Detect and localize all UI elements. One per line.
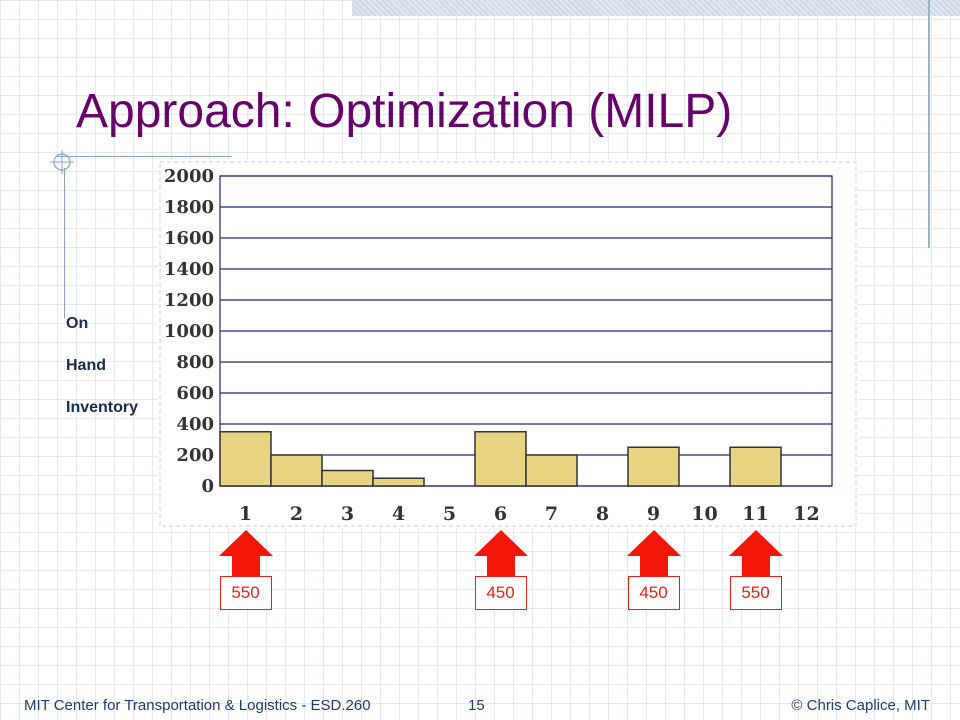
x-tick-label: 12 (793, 503, 819, 525)
x-tick-label: 9 (647, 503, 660, 525)
left-decorative-line (64, 168, 65, 318)
bar (372, 477, 425, 487)
y-tick-label: 1200 (164, 290, 214, 311)
up-arrow-icon (473, 530, 528, 588)
chart-panel: 0 200 400 600 800 1000 1200 1400 1600 1800 2000 1 2 3… (158, 160, 858, 528)
footer-right-text: © Chris Caplice, MIT (791, 697, 930, 714)
bar (627, 446, 680, 487)
y-tick-label: 1400 (164, 259, 214, 280)
bar (474, 431, 527, 487)
bar (219, 431, 272, 487)
x-tick-label: 6 (494, 503, 507, 525)
y-tick-label: 200 (176, 445, 214, 466)
page-number: 15 (468, 697, 485, 714)
y-tick-label: 1000 (164, 321, 214, 342)
y-axis-label-line: Hand (66, 357, 106, 374)
order-quantity-label: 450 (474, 576, 527, 610)
x-tick-label: 5 (443, 503, 456, 525)
order-quantity-label: 550 (219, 576, 272, 610)
up-arrow-icon (626, 530, 681, 588)
y-tick-label: 600 (176, 383, 214, 404)
order-quantity-label: 450 (627, 576, 680, 610)
title-underline (56, 156, 232, 157)
order-arrow: 450 (473, 528, 529, 616)
y-tick-label: 800 (176, 352, 214, 373)
x-tick-label: 4 (392, 503, 405, 525)
order-quantity-label: 550 (729, 576, 782, 610)
page-title: Approach: Optimization (MILP) (76, 85, 733, 138)
order-arrow: 450 (626, 528, 682, 616)
x-tick-label: 8 (596, 503, 609, 525)
y-tick-label: 2000 (164, 166, 214, 187)
y-tick-label: 0 (201, 476, 214, 497)
x-tick-label: 7 (545, 503, 558, 525)
y-tick-label: 1800 (164, 197, 214, 218)
x-tick-label: 10 (691, 503, 717, 525)
order-arrow: 550 (728, 528, 784, 616)
up-arrow-icon (218, 530, 273, 588)
up-arrow-icon (728, 530, 783, 588)
top-decorative-band (352, 0, 960, 16)
y-tick-label: 1600 (164, 228, 214, 249)
x-tick-label: 3 (341, 503, 354, 525)
bar (729, 446, 782, 487)
bar (270, 454, 323, 487)
y-tick-label: 400 (176, 414, 214, 435)
y-axis-label: On Hand Inventory (66, 312, 138, 438)
bar (525, 454, 578, 487)
bar (321, 469, 374, 487)
x-tick-label: 1 (239, 503, 252, 525)
crosshair-icon (50, 150, 74, 174)
y-axis-label-line: Inventory (66, 399, 139, 416)
footer-left-text: MIT Center for Transportation & Logistic… (24, 697, 371, 714)
chart-frame (159, 161, 857, 527)
order-arrow: 550 (218, 528, 274, 616)
x-tick-label: 2 (290, 503, 303, 525)
right-decorative-line (928, 0, 930, 248)
x-tick-label: 11 (742, 503, 768, 525)
y-axis-label-line: On (66, 315, 89, 332)
